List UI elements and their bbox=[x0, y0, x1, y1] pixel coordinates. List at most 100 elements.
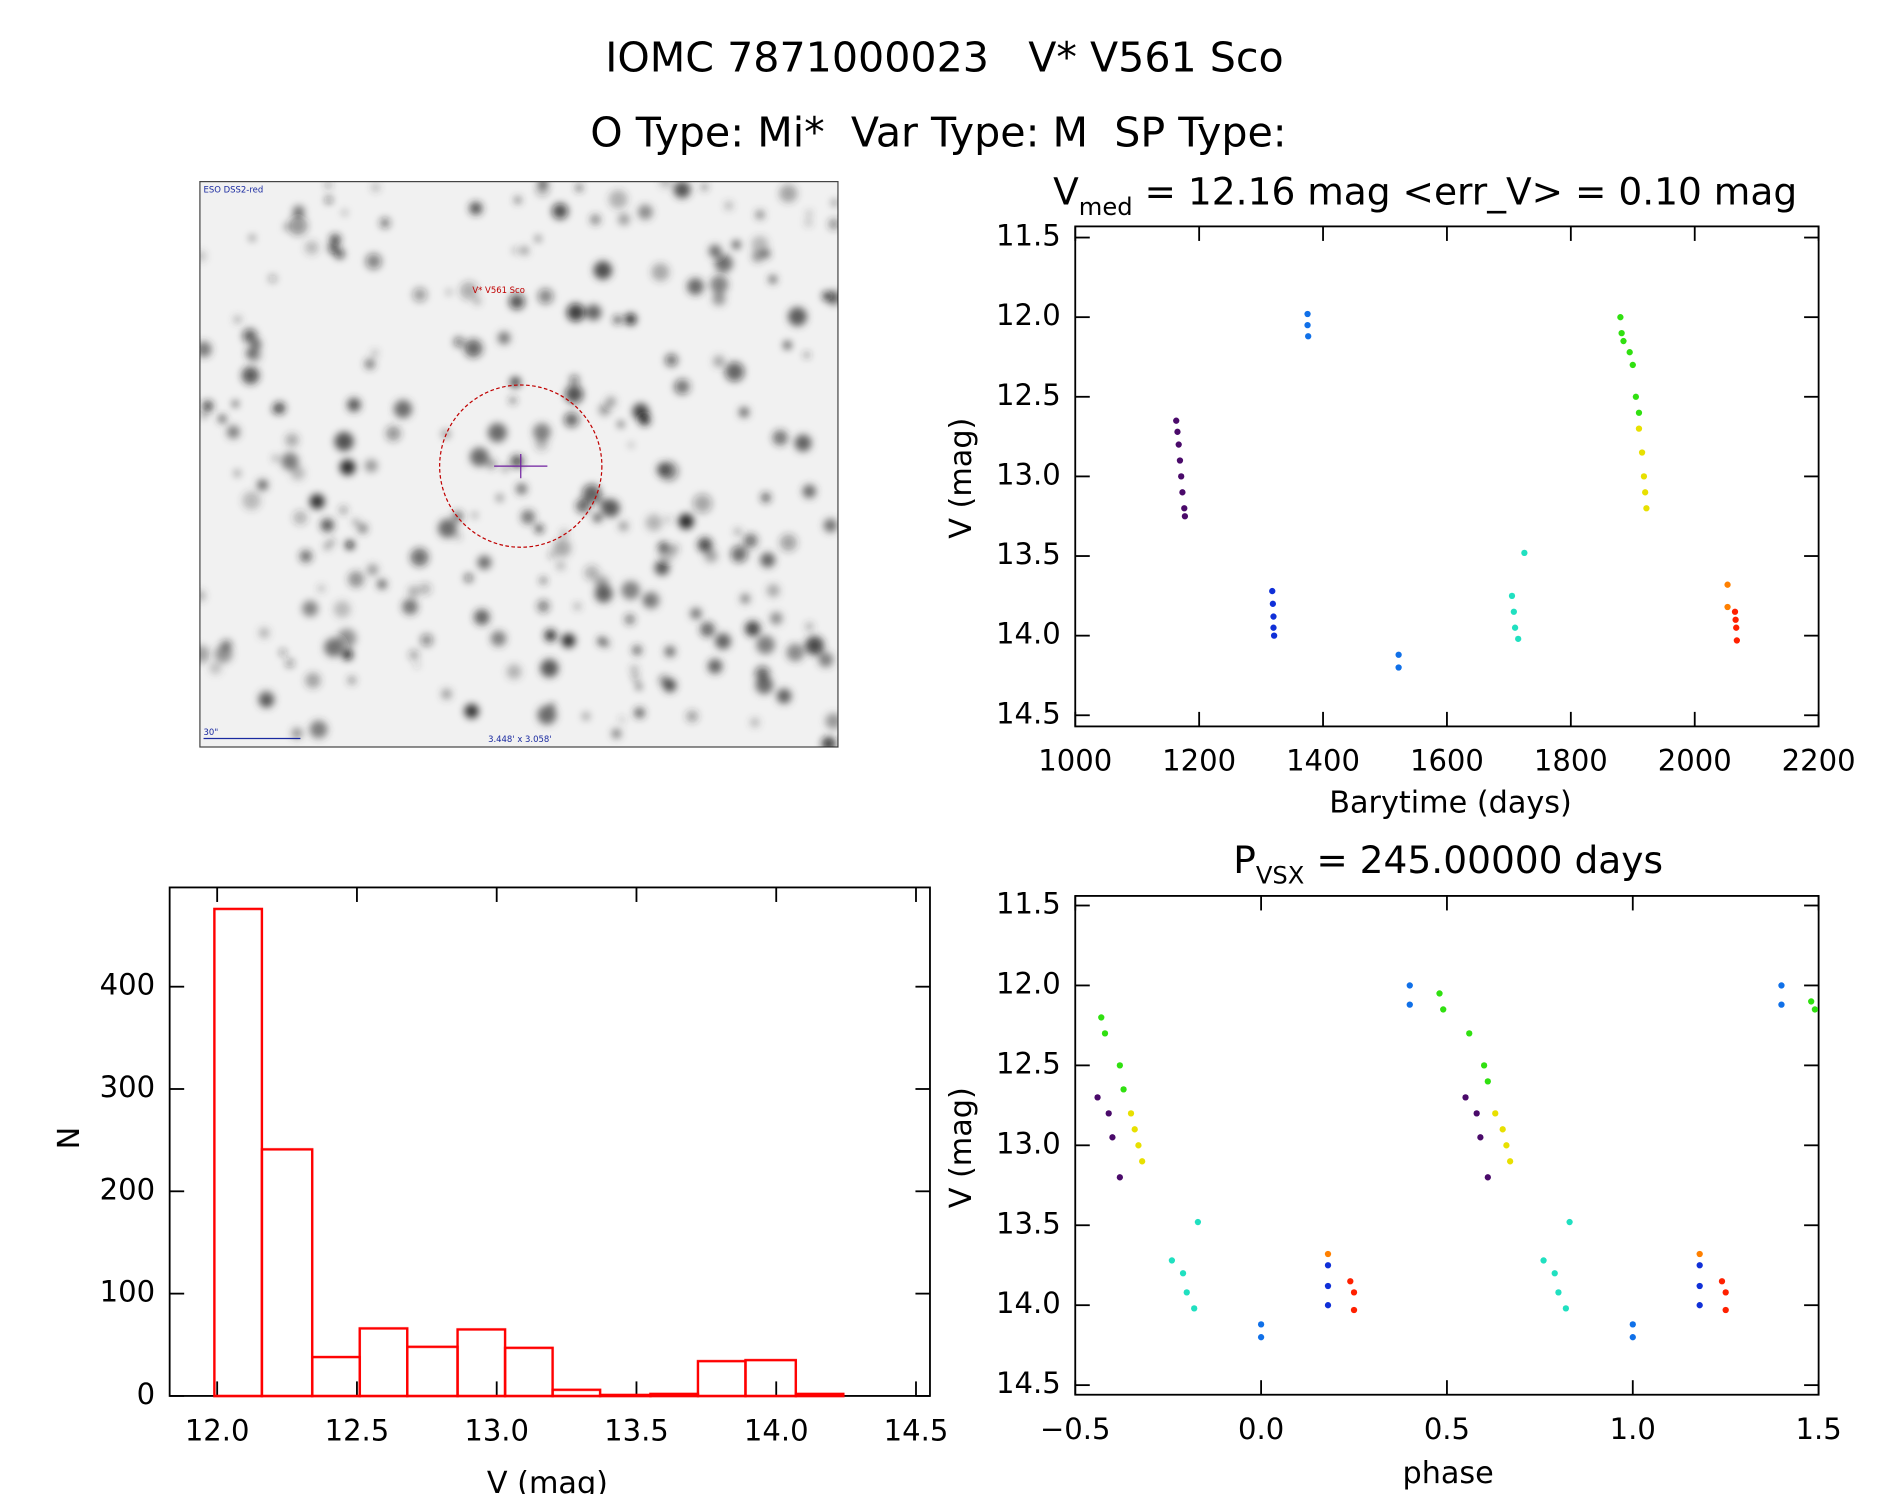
star bbox=[337, 628, 357, 648]
y-tick-label: 11.5 bbox=[996, 887, 1061, 921]
point bbox=[1324, 1282, 1332, 1290]
point bbox=[1181, 513, 1189, 520]
point bbox=[1179, 1270, 1187, 1277]
star bbox=[470, 447, 489, 467]
y-axis-label: V (mag) bbox=[944, 1087, 979, 1208]
point bbox=[1732, 616, 1739, 623]
star bbox=[611, 728, 622, 739]
point bbox=[1120, 1086, 1127, 1093]
star bbox=[752, 250, 764, 263]
star bbox=[273, 455, 278, 461]
hist-bar bbox=[213, 907, 264, 1398]
point bbox=[1629, 1321, 1636, 1328]
star bbox=[341, 209, 348, 216]
point bbox=[1540, 1257, 1547, 1264]
hist-bar bbox=[598, 1393, 652, 1398]
plot-frame bbox=[1074, 225, 1820, 728]
star bbox=[802, 484, 816, 499]
point bbox=[1406, 982, 1413, 989]
star bbox=[768, 275, 777, 284]
point bbox=[1257, 1321, 1265, 1328]
x-tick-label: 1.5 bbox=[1796, 1412, 1842, 1446]
star bbox=[710, 275, 729, 294]
star bbox=[651, 263, 670, 282]
star bbox=[724, 201, 733, 210]
star bbox=[537, 600, 550, 613]
point bbox=[1168, 1257, 1176, 1264]
star bbox=[379, 217, 391, 229]
star bbox=[761, 249, 771, 258]
star bbox=[534, 437, 549, 451]
star bbox=[708, 244, 722, 258]
star bbox=[794, 434, 812, 452]
x-tick-label: 12.5 bbox=[325, 1413, 390, 1447]
star bbox=[292, 205, 305, 218]
star bbox=[712, 292, 726, 306]
point bbox=[1395, 664, 1402, 671]
star bbox=[412, 287, 427, 302]
hist-bar bbox=[503, 1346, 554, 1398]
star bbox=[569, 375, 580, 385]
y-tick-label: 0 bbox=[137, 1377, 155, 1411]
point bbox=[1510, 608, 1517, 615]
star bbox=[496, 494, 504, 502]
star bbox=[302, 600, 319, 617]
star bbox=[713, 355, 725, 368]
star bbox=[585, 304, 602, 321]
point bbox=[1173, 417, 1180, 424]
star bbox=[750, 718, 760, 727]
star bbox=[257, 479, 268, 491]
point bbox=[1395, 651, 1402, 658]
point bbox=[1098, 1014, 1105, 1021]
star bbox=[560, 529, 569, 538]
point bbox=[1778, 982, 1785, 989]
title-part: = 245.00000 days bbox=[1304, 838, 1663, 882]
title-part: med bbox=[1079, 193, 1133, 221]
star bbox=[477, 555, 492, 570]
x-tick-label: 12.0 bbox=[185, 1413, 250, 1447]
star bbox=[617, 421, 624, 428]
point bbox=[1492, 1110, 1499, 1117]
point bbox=[1270, 613, 1277, 620]
star bbox=[497, 331, 511, 345]
star bbox=[281, 452, 299, 470]
point bbox=[1105, 1110, 1112, 1117]
star bbox=[414, 662, 420, 668]
star bbox=[334, 431, 354, 452]
star bbox=[366, 564, 379, 576]
star bbox=[341, 649, 353, 660]
x-axis-label: V (mag) bbox=[487, 1466, 608, 1494]
star bbox=[707, 659, 723, 674]
point bbox=[1722, 1289, 1729, 1296]
x-tick-label: 1000 bbox=[1038, 744, 1112, 778]
star bbox=[825, 713, 838, 730]
star bbox=[371, 183, 380, 192]
star bbox=[806, 210, 813, 217]
point bbox=[1178, 473, 1185, 480]
x-tick-label: 1400 bbox=[1286, 744, 1360, 778]
y-tick-label: 13.0 bbox=[996, 457, 1061, 491]
y-axis-label: V (mag) bbox=[944, 418, 979, 539]
point bbox=[1304, 310, 1311, 318]
title-part: = 12.16 mag <err_V> = 0.10 mag bbox=[1133, 169, 1798, 213]
star bbox=[202, 400, 214, 412]
star bbox=[540, 577, 547, 584]
star bbox=[233, 470, 241, 477]
point bbox=[1324, 1302, 1332, 1309]
star bbox=[199, 250, 207, 262]
star bbox=[673, 181, 691, 199]
star bbox=[199, 590, 206, 602]
star bbox=[690, 607, 702, 620]
x-tick-label: 0.0 bbox=[1238, 1412, 1284, 1446]
star bbox=[575, 184, 583, 192]
star bbox=[325, 196, 333, 204]
plot-frame bbox=[168, 886, 931, 1397]
star bbox=[755, 666, 770, 681]
point bbox=[1194, 1218, 1202, 1226]
star bbox=[537, 705, 557, 725]
point bbox=[1640, 473, 1648, 480]
x-axis-label: phase bbox=[1403, 1456, 1494, 1491]
star bbox=[455, 534, 461, 540]
star bbox=[779, 184, 798, 203]
star bbox=[490, 630, 507, 647]
